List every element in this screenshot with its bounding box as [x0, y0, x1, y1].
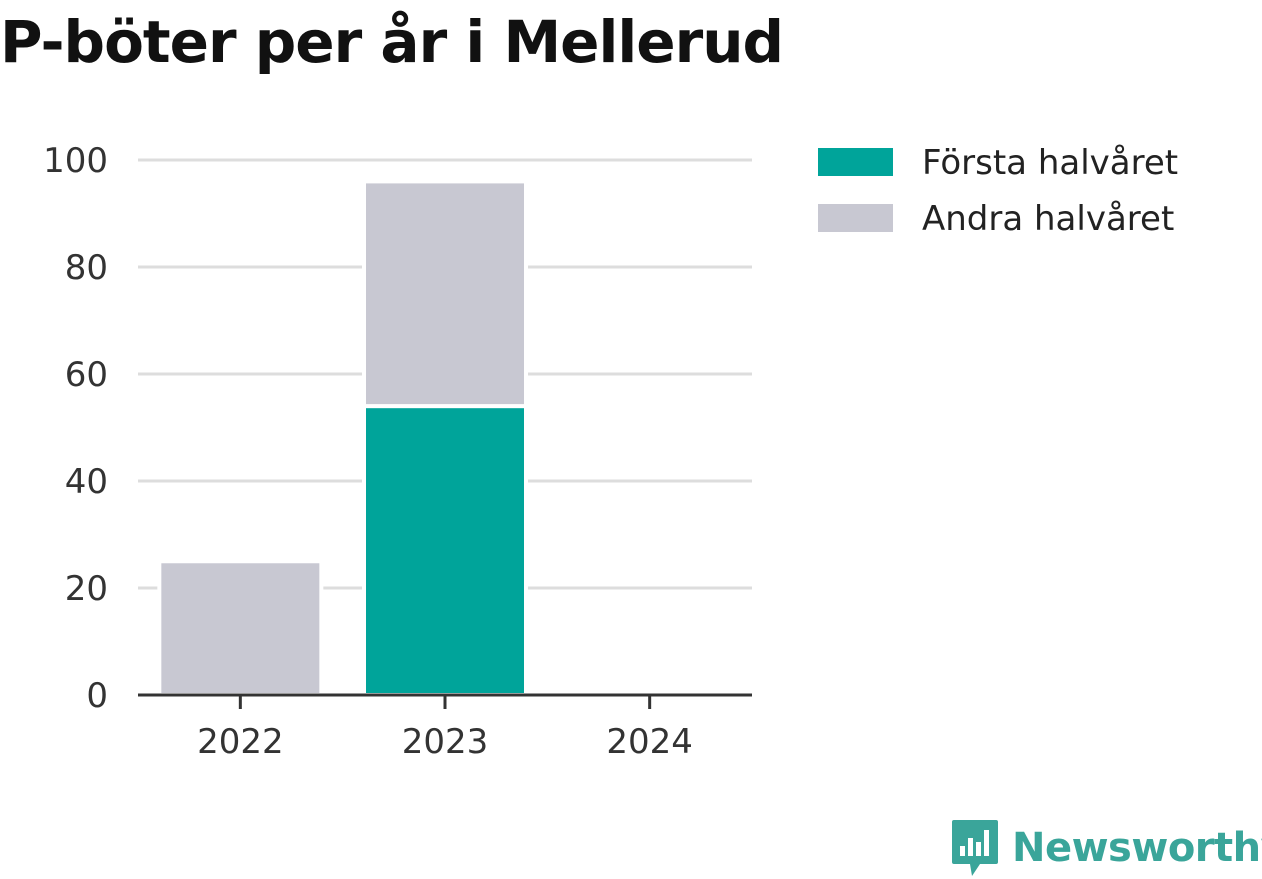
chart-title: P-böter per år i Mellerud: [0, 8, 784, 76]
brand-name: Newsworthy: [1012, 825, 1262, 871]
y-tick-label: 60: [65, 355, 108, 395]
newsworthy-brand: Newsworthy: [950, 818, 1262, 878]
legend-label: Andra halvåret: [922, 199, 1174, 239]
legend-swatch: [818, 204, 893, 232]
y-tick-label: 0: [86, 676, 108, 716]
legend-label: Första halvåret: [922, 143, 1178, 183]
y-tick-label: 80: [65, 248, 108, 288]
bar-segment: [362, 404, 528, 697]
bar-segment: [157, 559, 324, 697]
axes: 0 20 40 60 80 100 2022 2023 2024: [43, 141, 752, 762]
bars: [157, 179, 528, 697]
y-tick-label: 100: [43, 141, 108, 181]
x-tick-label: 2024: [606, 722, 693, 762]
newsworthy-logo-icon: [952, 820, 998, 876]
y-tick-label: 20: [65, 569, 108, 609]
x-tick-label: 2022: [197, 722, 284, 762]
legend-swatch: [818, 148, 893, 176]
bar-segment: [362, 179, 528, 409]
x-tick-label: 2023: [402, 722, 489, 762]
y-tick-label: 40: [65, 462, 108, 502]
legend: Första halvåret Andra halvåret: [818, 143, 1178, 239]
